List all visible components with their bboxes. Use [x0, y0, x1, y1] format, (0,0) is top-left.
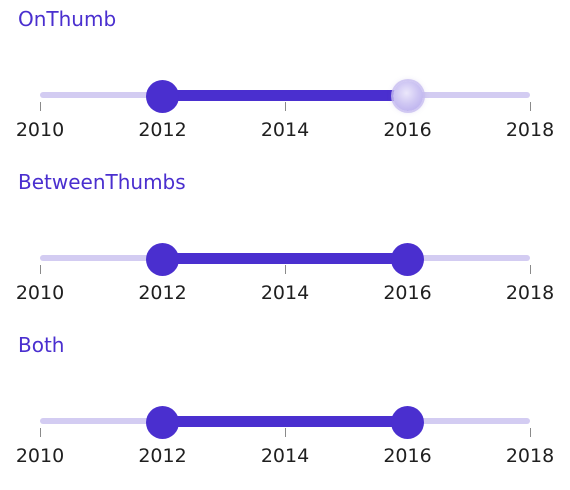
tick-label: 2018 — [505, 282, 555, 304]
start-thumb[interactable] — [146, 80, 179, 113]
tick-mark — [529, 428, 531, 437]
end-thumb[interactable] — [391, 243, 424, 276]
range-slider-onthumb: OnThumb 2010 2012 2014 2016 2018 — [0, 0, 570, 163]
start-thumb[interactable] — [146, 406, 179, 439]
slider-title: BetweenThumbs — [18, 170, 186, 194]
tick-label: 2012 — [138, 119, 187, 141]
range-slider-both: Both 2010 2012 2014 2016 2018 — [0, 326, 570, 489]
tick-label: 2018 — [505, 119, 555, 141]
tick-mark — [284, 265, 286, 274]
tick-mark — [39, 428, 41, 437]
end-thumb[interactable] — [391, 406, 424, 439]
slider-active-range[interactable] — [162, 90, 408, 101]
tick-label: 2012 — [138, 445, 187, 467]
range-slider-betweenthumbs: BetweenThumbs 2010 2012 2014 2016 2018 — [0, 163, 570, 326]
slider-active-range[interactable] — [162, 416, 408, 427]
slider-title: OnThumb — [18, 7, 117, 31]
tick-mark — [284, 428, 286, 437]
tick-label: 2014 — [260, 119, 310, 141]
slider-active-range[interactable] — [162, 253, 408, 264]
tick-label: 2016 — [383, 445, 432, 467]
tick-mark — [39, 265, 41, 274]
tick-mark — [529, 265, 531, 274]
slider-title: Both — [18, 333, 65, 357]
tick-label: 2016 — [383, 282, 432, 304]
tick-label: 2010 — [15, 119, 65, 141]
tick-label: 2014 — [260, 445, 310, 467]
tick-label: 2016 — [383, 119, 432, 141]
start-thumb[interactable] — [146, 243, 179, 276]
end-thumb[interactable] — [392, 81, 423, 111]
tick-mark — [39, 102, 41, 111]
tick-label: 2014 — [260, 282, 310, 304]
tick-mark — [284, 102, 286, 111]
tick-label: 2010 — [15, 445, 65, 467]
tick-label: 2012 — [138, 282, 187, 304]
tick-mark — [529, 102, 531, 111]
tick-label: 2018 — [505, 445, 555, 467]
tick-label: 2010 — [15, 282, 65, 304]
